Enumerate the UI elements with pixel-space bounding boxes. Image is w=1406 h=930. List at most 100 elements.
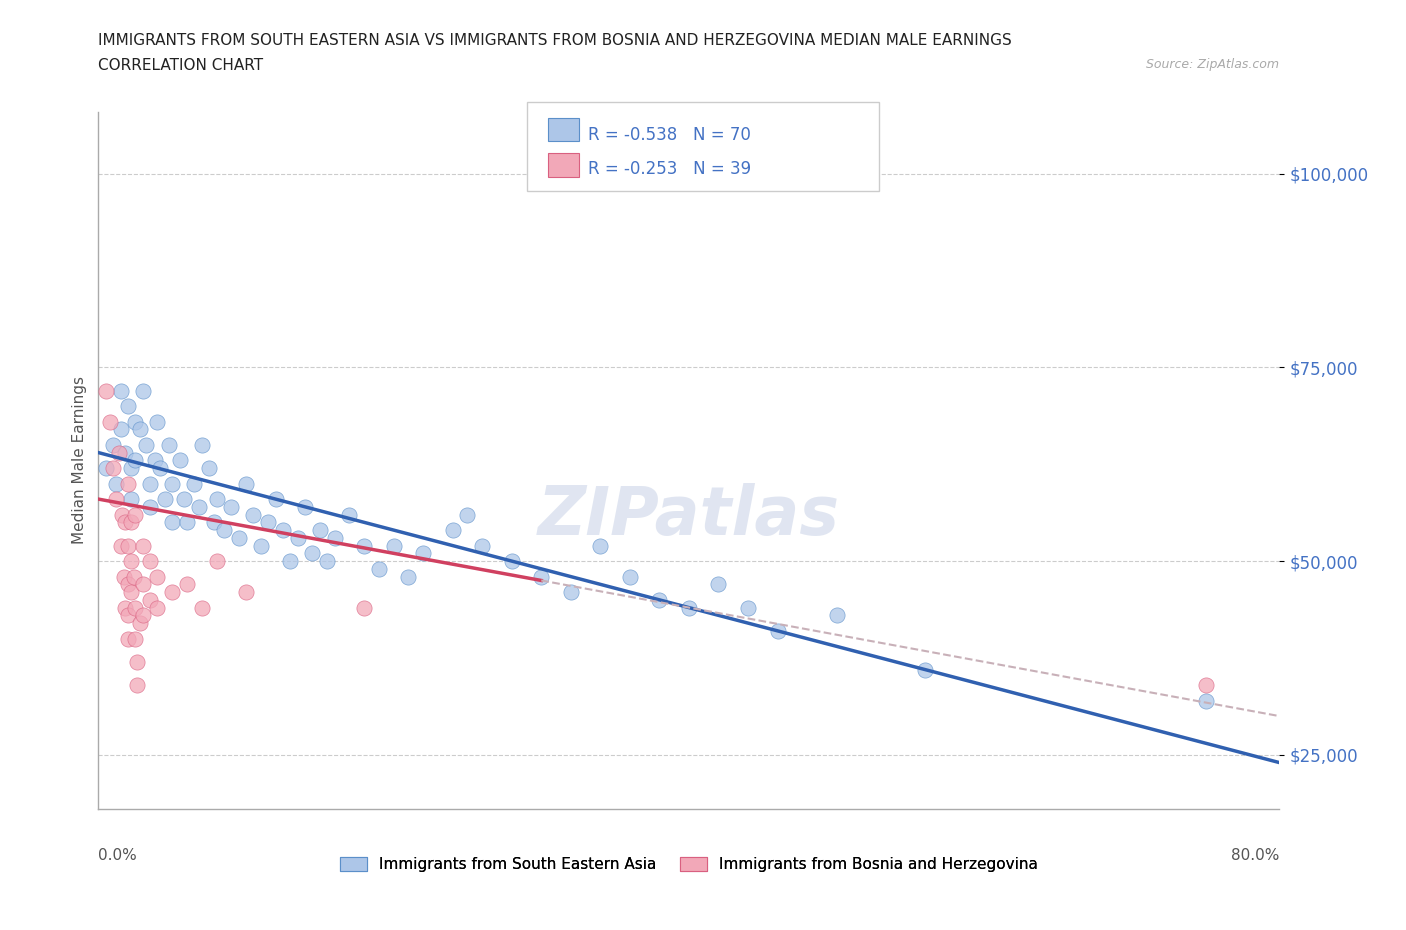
Point (103, 437, 125, 452)
Point (316, 553, 339, 568)
Point (117, 577, 139, 591)
Point (678, 600, 700, 615)
Point (323, 530, 346, 545)
Point (173, 492, 195, 507)
Point (114, 515, 136, 530)
Point (250, 538, 273, 553)
Point (707, 577, 730, 591)
Point (353, 538, 375, 553)
Point (301, 546, 323, 561)
Point (176, 577, 198, 591)
Point (120, 553, 142, 568)
Point (112, 569, 135, 584)
Point (132, 577, 155, 591)
Point (122, 569, 145, 584)
Point (117, 538, 139, 553)
Point (191, 600, 214, 615)
Text: R = -0.253   N = 39: R = -0.253 N = 39 (588, 160, 751, 179)
Point (105, 476, 128, 491)
Point (105, 492, 128, 507)
Point (162, 515, 183, 530)
Point (139, 476, 162, 491)
Point (441, 523, 464, 538)
Point (117, 608, 139, 623)
Point (825, 608, 848, 623)
Point (287, 530, 309, 545)
Point (530, 569, 553, 584)
Point (120, 492, 142, 507)
Point (117, 631, 139, 646)
Point (124, 453, 146, 468)
Point (146, 414, 169, 429)
Point (339, 507, 361, 522)
Point (128, 422, 150, 437)
Point (146, 600, 169, 615)
Point (120, 585, 142, 600)
Point (124, 414, 146, 429)
Point (114, 445, 136, 460)
Point (187, 499, 209, 514)
Point (132, 538, 155, 553)
Point (501, 553, 523, 568)
Point (157, 437, 180, 452)
Point (412, 546, 434, 561)
Point (117, 476, 139, 491)
Point (149, 460, 172, 475)
Point (125, 678, 148, 693)
Point (94, 460, 117, 475)
Point (202, 515, 225, 530)
Point (183, 476, 205, 491)
Point (766, 623, 789, 638)
Point (124, 631, 146, 646)
Point (309, 523, 332, 538)
Point (471, 538, 494, 553)
Point (110, 538, 132, 553)
Point (146, 569, 169, 584)
Point (1195, 678, 1218, 693)
Text: 80.0%: 80.0% (1232, 848, 1279, 863)
Point (648, 592, 671, 607)
Point (128, 616, 150, 631)
Legend: Immigrants from South Eastern Asia, Immigrants from Bosnia and Herzegovina: Immigrants from South Eastern Asia, Immi… (333, 851, 1045, 878)
Point (368, 562, 391, 577)
Point (257, 515, 280, 530)
Point (235, 585, 257, 600)
Text: IMMIGRANTS FROM SOUTH EASTERN ASIA VS IMMIGRANTS FROM BOSNIA AND HERZEGOVINA MED: IMMIGRANTS FROM SOUTH EASTERN ASIA VS IM… (98, 33, 1012, 47)
Point (120, 515, 142, 530)
Point (560, 585, 582, 600)
Text: Source: ZipAtlas.com: Source: ZipAtlas.com (1146, 58, 1279, 71)
Point (271, 523, 294, 538)
Point (117, 399, 139, 414)
Point (139, 592, 162, 607)
Point (353, 600, 375, 615)
Point (191, 437, 214, 452)
Point (242, 507, 264, 522)
Point (198, 460, 221, 475)
Point (132, 608, 155, 623)
Point (914, 662, 936, 677)
Point (235, 476, 257, 491)
Point (398, 569, 420, 584)
Point (264, 492, 287, 507)
Point (280, 553, 302, 568)
Point (108, 445, 131, 460)
Point (132, 383, 155, 398)
Point (110, 422, 132, 437)
Point (124, 600, 146, 615)
Point (139, 499, 162, 514)
Point (228, 530, 250, 545)
Point (382, 538, 405, 553)
Point (135, 437, 157, 452)
Point (589, 538, 612, 553)
Point (162, 585, 183, 600)
Point (143, 453, 166, 468)
Point (169, 453, 191, 468)
Text: ZIPatlas: ZIPatlas (538, 484, 839, 549)
Point (103, 460, 125, 475)
Point (94, 383, 117, 398)
Point (176, 515, 198, 530)
Point (205, 492, 228, 507)
Point (110, 383, 132, 398)
Point (120, 460, 142, 475)
Text: 0.0%: 0.0% (98, 848, 138, 863)
